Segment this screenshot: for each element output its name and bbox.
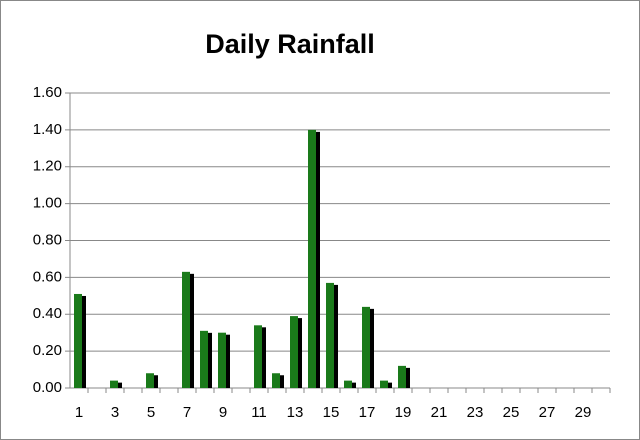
bar xyxy=(326,282,334,388)
bar xyxy=(254,325,262,388)
bar xyxy=(344,380,352,388)
bar xyxy=(398,365,406,388)
bar xyxy=(200,330,208,388)
x-tick-label: 21 xyxy=(431,404,448,421)
x-tick-label: 7 xyxy=(183,404,191,421)
y-tick-label: 0.20 xyxy=(33,342,62,359)
x-tick-label: 1 xyxy=(75,404,83,421)
bar xyxy=(182,271,190,388)
x-tick-label: 23 xyxy=(467,404,484,421)
y-tick-label: 1.40 xyxy=(33,121,62,138)
x-tick-label: 19 xyxy=(395,404,412,421)
x-tick-label: 5 xyxy=(147,404,155,421)
chart-title: Daily Rainfall xyxy=(205,29,375,59)
x-tick-label: 3 xyxy=(111,404,119,421)
y-tick-label: 1.60 xyxy=(33,84,62,101)
y-tick-label: 0.60 xyxy=(33,268,62,285)
y-tick-label: 0.00 xyxy=(33,379,62,396)
x-tick-label: 13 xyxy=(287,404,304,421)
bar xyxy=(290,316,298,388)
y-tick-label: 1.00 xyxy=(33,195,62,212)
y-tick-label: 0.80 xyxy=(33,231,62,248)
bar xyxy=(218,332,226,388)
x-tick-label: 27 xyxy=(539,404,556,421)
bar xyxy=(308,129,316,388)
bar xyxy=(272,373,280,388)
bar xyxy=(110,380,118,388)
x-tick-label: 9 xyxy=(219,404,227,421)
x-tick-label: 15 xyxy=(323,404,340,421)
bar xyxy=(362,306,370,388)
y-tick-label: 1.20 xyxy=(33,158,62,175)
x-tick-label: 25 xyxy=(503,404,520,421)
x-tick-label: 17 xyxy=(359,404,376,421)
y-tick-label: 0.40 xyxy=(33,305,62,322)
bar xyxy=(74,293,82,388)
x-tick-label: 29 xyxy=(575,404,592,421)
bar xyxy=(146,373,154,388)
bar xyxy=(380,380,388,388)
x-tick-label: 11 xyxy=(251,404,267,421)
